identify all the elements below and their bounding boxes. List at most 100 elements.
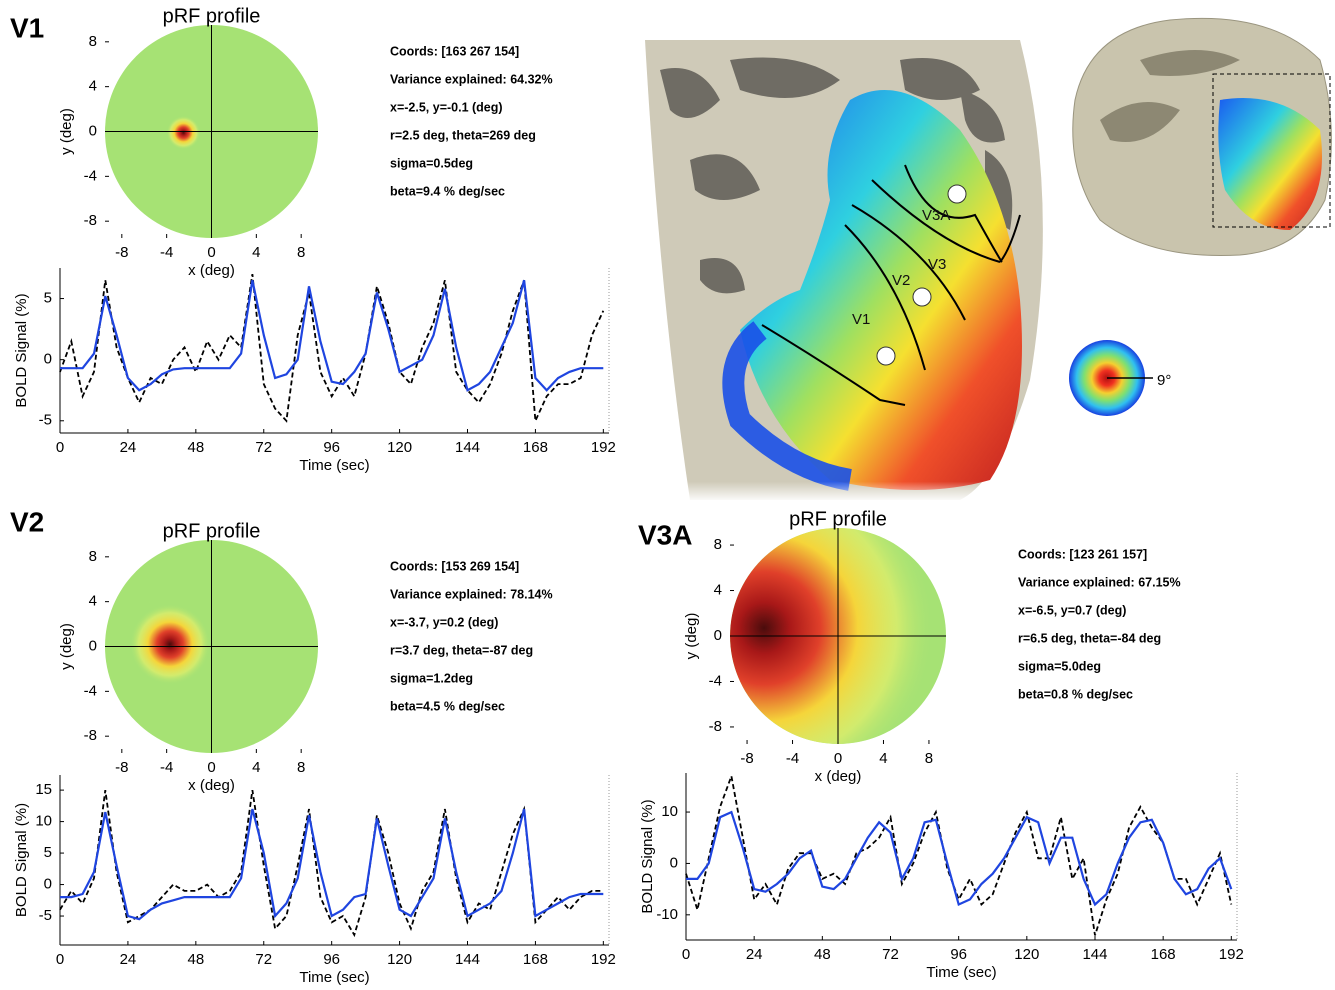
x-tick-label: -4 (786, 750, 799, 767)
x-tick-label: 168 (1151, 946, 1176, 963)
figure: V3A V3 V2 V1 9° V1 V2 V3A -8-4048-8-4048… (0, 0, 1335, 990)
x-tick-label: -8 (740, 750, 753, 767)
x-tick-label: 0 (207, 244, 215, 261)
x-tick-label: 0 (207, 759, 215, 776)
x-axis-label: x (deg) (188, 262, 235, 279)
y-axis-label: y (deg) (58, 623, 75, 670)
x-tick-label: 0 (56, 439, 64, 456)
chart-title: pRF profile (789, 508, 887, 530)
fit-line (60, 280, 603, 390)
fit-line (686, 812, 1231, 904)
y-tick-label: 0 (714, 627, 722, 644)
x-tick-label: 96 (950, 946, 967, 963)
x-tick-label: 144 (1082, 946, 1107, 963)
x-tick-label: 24 (120, 951, 137, 968)
brain-label: V1 (852, 311, 870, 328)
x-tick-label: 8 (925, 750, 933, 767)
info-line: sigma=5.0deg (1018, 659, 1101, 673)
info-line: Variance explained: 67.15% (1018, 575, 1181, 589)
x-tick-label: 72 (882, 946, 899, 963)
x-tick-label: 120 (387, 951, 412, 968)
info-line: Coords: [123 261 157] (1018, 547, 1147, 561)
x-tick-label: 120 (1014, 946, 1039, 963)
info-line: beta=0.8 % deg/sec (1018, 687, 1133, 701)
brain-inset (1073, 18, 1332, 255)
brain-label: V3A (922, 207, 950, 224)
x-tick-label: 0 (682, 946, 690, 963)
info-line: r=2.5 deg, theta=269 deg (390, 128, 536, 142)
y-tick-label: 10 (661, 803, 678, 820)
x-tick-label: 8 (297, 244, 305, 261)
info-line: sigma=1.2deg (390, 671, 473, 685)
y-tick-label: 10 (35, 813, 52, 830)
info-line: Coords: [153 269 154] (390, 559, 519, 573)
y-tick-label: 0 (44, 876, 52, 893)
color-wheel-legend: 9° (1069, 340, 1171, 416)
x-tick-label: -4 (160, 759, 173, 776)
x-axis-label: x (deg) (815, 768, 862, 785)
x-tick-label: 24 (120, 439, 137, 456)
x-tick-label: 48 (187, 951, 204, 968)
y-axis-label: y (deg) (683, 613, 700, 660)
y-tick-label: -10 (656, 906, 678, 923)
y-tick-label: 0 (89, 637, 97, 654)
x-tick-label: 4 (252, 244, 260, 261)
y-tick-label: 15 (35, 781, 52, 798)
info-line: r=3.7 deg, theta=-87 deg (390, 643, 533, 657)
info-line: x=-6.5, y=0.7 (deg) (1018, 603, 1126, 617)
y-axis-label: BOLD Signal (%) (13, 803, 30, 917)
y-tick-label: -4 (84, 682, 97, 699)
scale-label: 9° (1157, 372, 1171, 389)
y-tick-label: -5 (39, 907, 52, 924)
y-tick-label: -4 (709, 672, 722, 689)
x-tick-label: 0 (56, 951, 64, 968)
brain-image: V3A V3 V2 V1 (640, 40, 1043, 502)
chart-title: pRF profile (163, 520, 261, 542)
info-line: Variance explained: 64.32% (390, 72, 553, 86)
x-tick-label: 48 (187, 439, 204, 456)
x-tick-label: 192 (1219, 946, 1244, 963)
data-line (686, 776, 1231, 935)
x-tick-label: 48 (814, 946, 831, 963)
y-tick-label: 0 (89, 122, 97, 139)
x-tick-label: 144 (455, 951, 480, 968)
y-tick-label: 4 (89, 593, 97, 610)
info-line: beta=4.5 % deg/sec (390, 699, 505, 713)
x-tick-label: 96 (323, 951, 340, 968)
y-axis-label: BOLD Signal (%) (639, 799, 656, 913)
y-tick-label: -4 (84, 167, 97, 184)
x-tick-label: 168 (523, 951, 548, 968)
y-tick-label: -8 (709, 718, 722, 735)
x-tick-label: 120 (387, 439, 412, 456)
y-tick-label: -8 (84, 212, 97, 229)
panel-label: V2 (10, 506, 44, 537)
y-tick-label: 5 (44, 290, 52, 307)
y-tick-label: 0 (44, 351, 52, 368)
info-line: Coords: [163 267 154] (390, 44, 519, 58)
y-tick-label: 8 (714, 536, 722, 553)
x-tick-label: -4 (160, 244, 173, 261)
chart-title: pRF profile (163, 5, 261, 27)
x-tick-label: 24 (746, 946, 763, 963)
x-axis-label: x (deg) (188, 777, 235, 794)
y-tick-label: 5 (44, 844, 52, 861)
y-tick-label: 4 (89, 78, 97, 95)
y-axis-label: BOLD Signal (%) (13, 293, 30, 407)
info-line: beta=9.4 % deg/sec (390, 184, 505, 198)
x-tick-label: 4 (252, 759, 260, 776)
y-tick-label: -5 (39, 412, 52, 429)
info-line: x=-3.7, y=0.2 (deg) (390, 615, 498, 629)
x-tick-label: 144 (455, 439, 480, 456)
x-axis-label: Time (sec) (926, 964, 996, 981)
x-tick-label: 8 (297, 759, 305, 776)
x-tick-label: 0 (834, 750, 842, 767)
x-tick-label: 4 (879, 750, 887, 767)
fit-line (60, 809, 603, 919)
y-tick-label: -8 (84, 727, 97, 744)
x-tick-label: 72 (255, 439, 272, 456)
x-tick-label: 96 (323, 439, 340, 456)
x-tick-label: -8 (115, 759, 128, 776)
x-axis-label: Time (sec) (299, 969, 369, 986)
y-tick-label: 4 (714, 581, 722, 598)
x-tick-label: 192 (591, 951, 616, 968)
